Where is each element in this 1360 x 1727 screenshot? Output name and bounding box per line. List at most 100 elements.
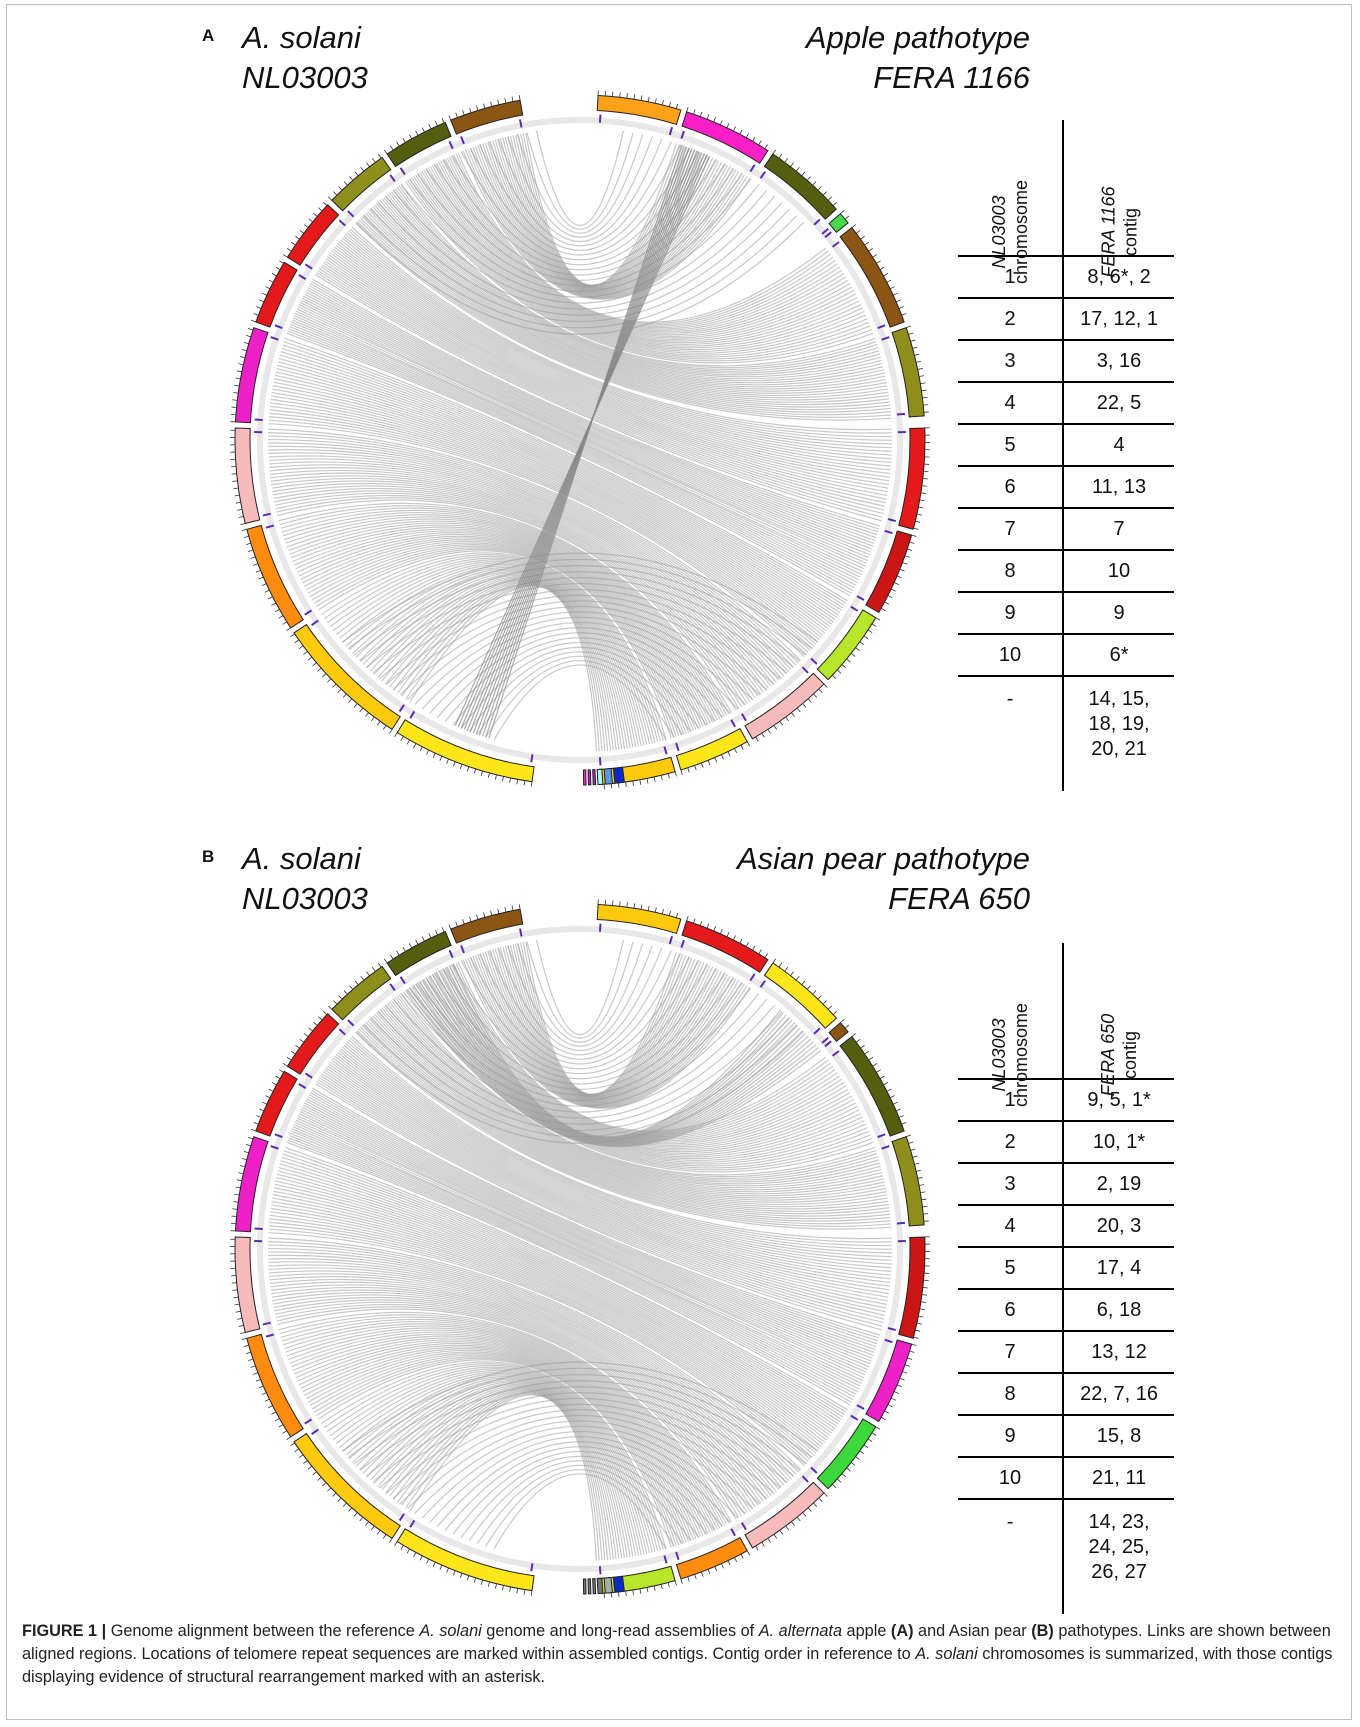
alignment-link [372, 1392, 788, 1483]
alignment-link [342, 1361, 818, 1452]
alignment-link [377, 201, 886, 390]
telomere-mark [265, 524, 274, 529]
tick [466, 766, 470, 772]
alignment-link [289, 326, 855, 589]
tick [516, 1588, 519, 1594]
telomere-mark [741, 1522, 747, 1531]
alignment-link [270, 1211, 817, 1454]
alignment-link [279, 1163, 841, 1423]
query-contig [898, 1236, 926, 1339]
tick [699, 111, 703, 117]
telomere-mark [398, 704, 405, 713]
contig-cell: 15, 8 [1063, 1414, 1175, 1457]
tick [354, 980, 359, 985]
alignment-link [291, 319, 860, 581]
table-row: 10 21, 11 [958, 1456, 1175, 1499]
alignment-link [455, 153, 829, 324]
alignment-link [317, 270, 884, 515]
tick [530, 781, 533, 787]
tick [318, 207, 323, 212]
tick [912, 1155, 918, 1158]
tick [840, 1019, 845, 1023]
contig-cell: 22, 7, 16 [1063, 1372, 1175, 1415]
query-contig [744, 672, 825, 740]
alignment-link [302, 1346, 692, 1541]
alignment-link [269, 1278, 770, 1498]
telomere-mark [274, 324, 283, 330]
tick [453, 1570, 456, 1576]
alignment-link [358, 1028, 891, 1225]
tick [318, 1016, 323, 1021]
alignment-link [390, 191, 881, 376]
alignment-link [281, 1156, 844, 1418]
alignment-link [372, 583, 788, 674]
tick [446, 758, 449, 764]
tick [918, 506, 924, 509]
alignment-link [497, 947, 663, 1051]
alignment-link [300, 1344, 694, 1540]
tick [241, 1158, 247, 1161]
tick [893, 292, 898, 296]
tick [916, 1322, 922, 1325]
alignment-link [377, 1010, 783, 1125]
tick [453, 761, 456, 767]
tick [920, 382, 926, 385]
telomere-mark [668, 935, 674, 945]
telomere-mark [338, 1028, 346, 1036]
alignment-link [274, 1183, 831, 1437]
alignment-link [304, 293, 874, 547]
telomere-mark [824, 1040, 832, 1048]
tick [253, 1372, 259, 1375]
alignment-link [271, 1289, 759, 1506]
tick [382, 725, 387, 730]
alignment-link [272, 1197, 824, 1445]
tick [619, 901, 621, 907]
tick [915, 520, 921, 523]
tick [308, 1027, 313, 1032]
alignment-link [338, 1050, 892, 1269]
reference-chromosome [331, 965, 392, 1021]
tick [268, 279, 274, 283]
telomere-mark [409, 1519, 416, 1528]
tick [282, 1430, 287, 1434]
alignment-link [485, 1469, 675, 1547]
tick [883, 1082, 889, 1086]
tick [806, 176, 811, 181]
tick [921, 485, 927, 487]
tick [389, 729, 393, 734]
tick [232, 480, 238, 482]
alignment-link [338, 241, 892, 460]
tick [446, 1567, 449, 1573]
unplaced-contig [582, 769, 587, 786]
translocation-link [454, 155, 710, 727]
reference-chromosome [234, 427, 261, 525]
contig-cell: 8, 6*, 2 [1063, 255, 1175, 298]
alignment-link [276, 1306, 740, 1518]
table-row: 5 17, 4 [958, 1246, 1175, 1289]
telomere-mark [262, 512, 271, 517]
telomere-mark [519, 928, 523, 937]
tick [428, 933, 432, 939]
tick [790, 971, 794, 976]
tick [818, 1497, 823, 1502]
tick [290, 1442, 295, 1447]
tick [687, 1576, 690, 1582]
tick [337, 688, 342, 693]
tick [518, 95, 521, 101]
tick [822, 1000, 827, 1005]
tick [920, 1191, 926, 1194]
reference-chromosome [293, 1432, 401, 1540]
alignment-link [320, 1075, 885, 1316]
telomere-mark [821, 227, 829, 235]
tick [365, 1521, 369, 1526]
alignment-link [374, 1013, 887, 1203]
tick [516, 779, 519, 785]
tick [764, 953, 768, 958]
alignment-link [272, 485, 754, 701]
alignment-link [295, 310, 865, 570]
alignment-link [340, 239, 892, 456]
tick [639, 1588, 642, 1594]
alignment-link [526, 132, 634, 230]
tick [233, 1201, 239, 1203]
alignment-link [290, 1333, 709, 1534]
